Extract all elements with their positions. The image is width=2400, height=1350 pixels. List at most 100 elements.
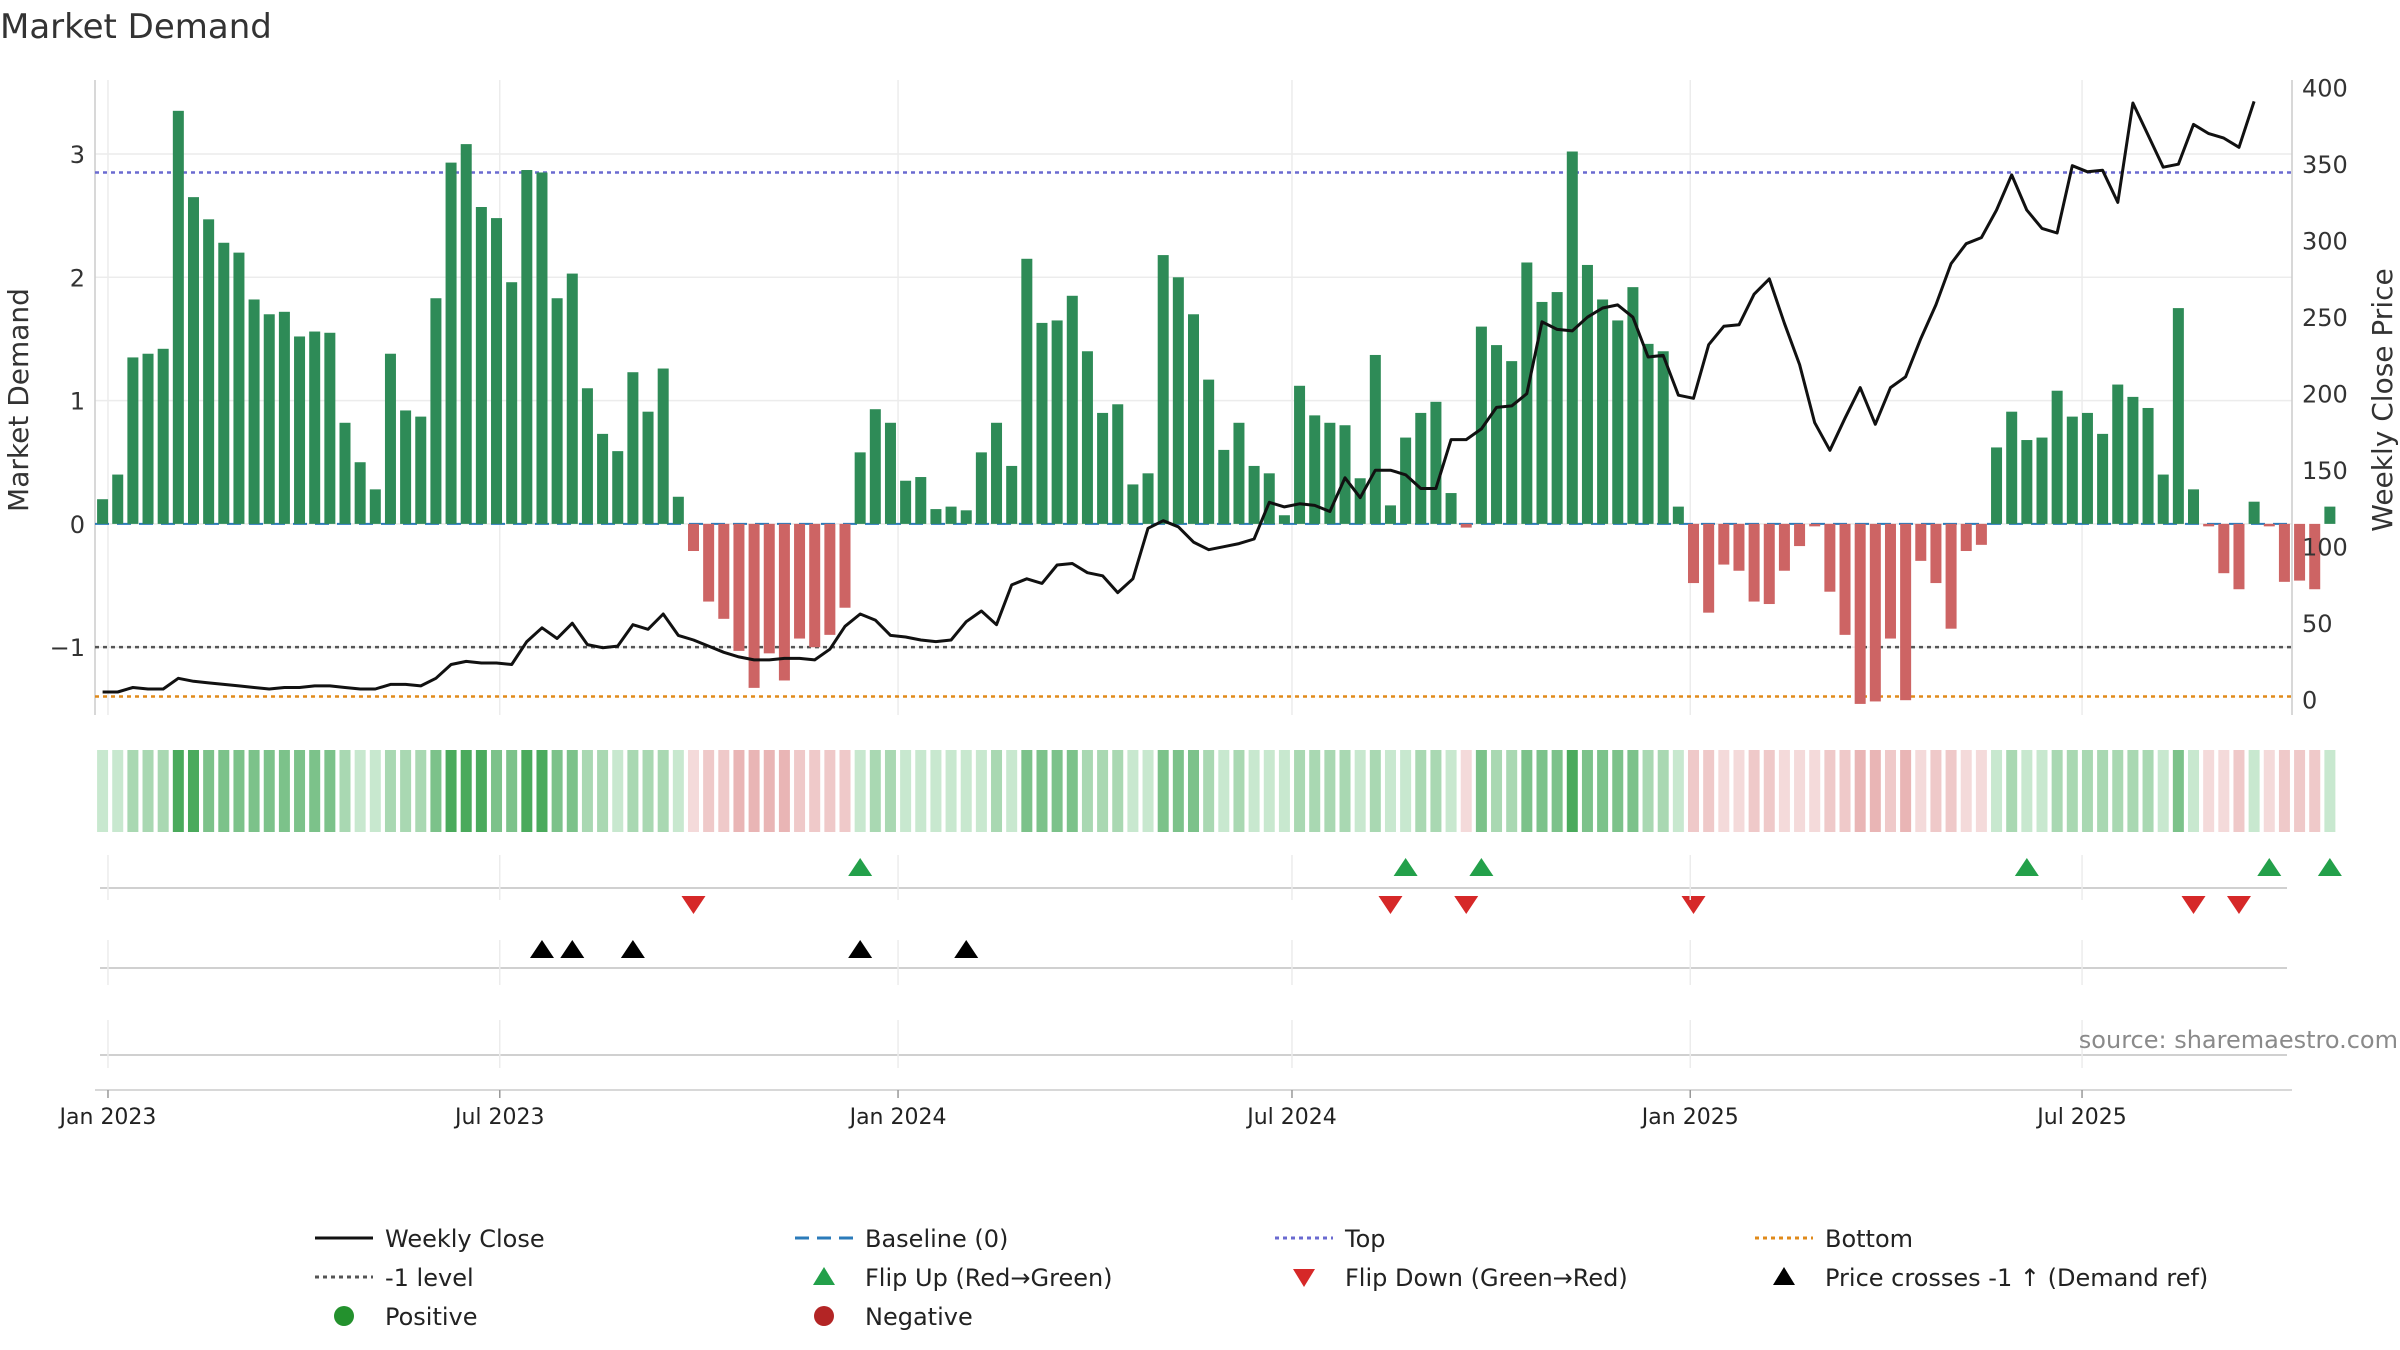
strip-cell bbox=[809, 750, 821, 832]
demand-bar bbox=[309, 331, 321, 524]
strip-cell bbox=[369, 750, 381, 832]
strip-cell bbox=[2263, 750, 2275, 832]
strip-cell bbox=[1400, 750, 1412, 832]
source-text: source: sharemaestro.com bbox=[2079, 1026, 2398, 1054]
strip-cell bbox=[2309, 750, 2321, 832]
strip-cell bbox=[491, 750, 503, 832]
demand-bar bbox=[2006, 411, 2018, 524]
x-tick-label: Jan 2025 bbox=[1640, 1105, 1739, 1130]
strip-cell bbox=[2203, 750, 2215, 832]
legend-label: Negative bbox=[865, 1303, 973, 1331]
demand-bar bbox=[1233, 422, 1245, 524]
strip-cell bbox=[1066, 750, 1078, 832]
strip-cell bbox=[278, 750, 290, 832]
strip-cell bbox=[1975, 750, 1987, 832]
demand-bar bbox=[475, 207, 487, 524]
strip-cell bbox=[1339, 750, 1351, 832]
strip-cell bbox=[1081, 750, 1093, 832]
strip-cell bbox=[1991, 750, 2003, 832]
flip-up-marker bbox=[2317, 858, 2342, 876]
x-tick-label: Jan 2023 bbox=[58, 1105, 157, 1130]
right-tick-label: 0 bbox=[2302, 687, 2317, 715]
strip-cell bbox=[400, 750, 412, 832]
demand-bar bbox=[354, 462, 366, 524]
strip-cell bbox=[1748, 750, 1760, 832]
left-tick-label: 0 bbox=[70, 511, 85, 539]
strip-cell bbox=[1218, 750, 1230, 832]
demand-bar bbox=[809, 523, 821, 648]
strip-cell bbox=[627, 750, 639, 832]
flip-up-marker bbox=[1393, 858, 1418, 876]
demand-bar bbox=[339, 422, 351, 524]
strip-cell bbox=[157, 750, 169, 832]
bottom-empty-panel bbox=[95, 1054, 2292, 1091]
strip-cell bbox=[339, 750, 351, 832]
demand-bar bbox=[597, 433, 609, 524]
strip-cell bbox=[172, 750, 184, 832]
flip-up-marker bbox=[1469, 858, 1494, 876]
demand-bar bbox=[627, 372, 639, 524]
strip-cell bbox=[1354, 750, 1366, 832]
demand-bar bbox=[1809, 523, 1821, 527]
strip-cell bbox=[1233, 750, 1245, 832]
demand-bar bbox=[521, 170, 533, 524]
demand-bar bbox=[1566, 151, 1578, 524]
flip-up-marker bbox=[2014, 858, 2039, 876]
demand-bar bbox=[157, 348, 169, 524]
strip-cell bbox=[854, 750, 866, 832]
legend-label: Weekly Close bbox=[385, 1225, 545, 1253]
strip-cell bbox=[2066, 750, 2078, 832]
demand-bar bbox=[218, 242, 230, 524]
demand-bar bbox=[460, 144, 472, 524]
strip-cell bbox=[915, 750, 927, 832]
demand-bar bbox=[869, 409, 881, 524]
strip-cell bbox=[233, 750, 245, 832]
price-cross-marker bbox=[954, 940, 979, 958]
demand-bar bbox=[1051, 320, 1063, 524]
demand-bar bbox=[718, 523, 730, 619]
strip-cell bbox=[733, 750, 745, 832]
legend-label: Top bbox=[1344, 1225, 1386, 1253]
demand-bar bbox=[2172, 308, 2184, 524]
legend-label: Flip Down (Green→Red) bbox=[1345, 1264, 1628, 1292]
demand-bar bbox=[1248, 465, 1260, 524]
x-tick-label: Jan 2024 bbox=[848, 1105, 947, 1130]
left-axis-ticks: −1 0 1 2 3 bbox=[50, 141, 85, 662]
demand-bar bbox=[1324, 422, 1336, 524]
demand-bar bbox=[97, 499, 109, 524]
x-tick-label: Jul 2023 bbox=[453, 1105, 545, 1130]
strip-cell bbox=[415, 750, 427, 832]
demand-bar bbox=[1081, 351, 1093, 524]
demand-bar bbox=[1157, 255, 1169, 524]
strip-cell bbox=[263, 750, 275, 832]
legend-label: Baseline (0) bbox=[865, 1225, 1008, 1253]
strip-cell bbox=[1763, 750, 1775, 832]
demand-bar bbox=[2142, 407, 2154, 524]
demand-bar bbox=[1945, 523, 1957, 629]
strip-cell bbox=[2081, 750, 2093, 832]
price-cross-markers-panel bbox=[100, 940, 2287, 969]
strip-cell bbox=[2006, 750, 2018, 832]
strip-cell bbox=[1900, 750, 1912, 832]
strip-cell bbox=[1278, 750, 1290, 832]
strip-cell bbox=[1521, 750, 1533, 832]
strip-cell bbox=[1157, 750, 1169, 832]
demand-bar bbox=[1627, 287, 1639, 524]
strip-cell bbox=[1051, 750, 1063, 832]
strip-cell bbox=[324, 750, 336, 832]
legend-swatch-triangle-up bbox=[1773, 1267, 1795, 1285]
strip-cell bbox=[112, 750, 124, 832]
demand-bar bbox=[1339, 425, 1351, 524]
demand-bar bbox=[1354, 478, 1366, 524]
strip-cell bbox=[218, 750, 230, 832]
demand-bar bbox=[1263, 473, 1275, 524]
demand-bar bbox=[1778, 523, 1790, 571]
demand-bar bbox=[1642, 343, 1654, 524]
demand-bar bbox=[612, 451, 624, 524]
strip-cell bbox=[2278, 750, 2290, 832]
demand-bar bbox=[1188, 314, 1199, 524]
legend-label: Price crosses -1 ↑ (Demand ref) bbox=[1825, 1264, 2208, 1292]
demand-bar bbox=[1036, 322, 1048, 524]
flip-up-marker bbox=[2257, 858, 2282, 876]
